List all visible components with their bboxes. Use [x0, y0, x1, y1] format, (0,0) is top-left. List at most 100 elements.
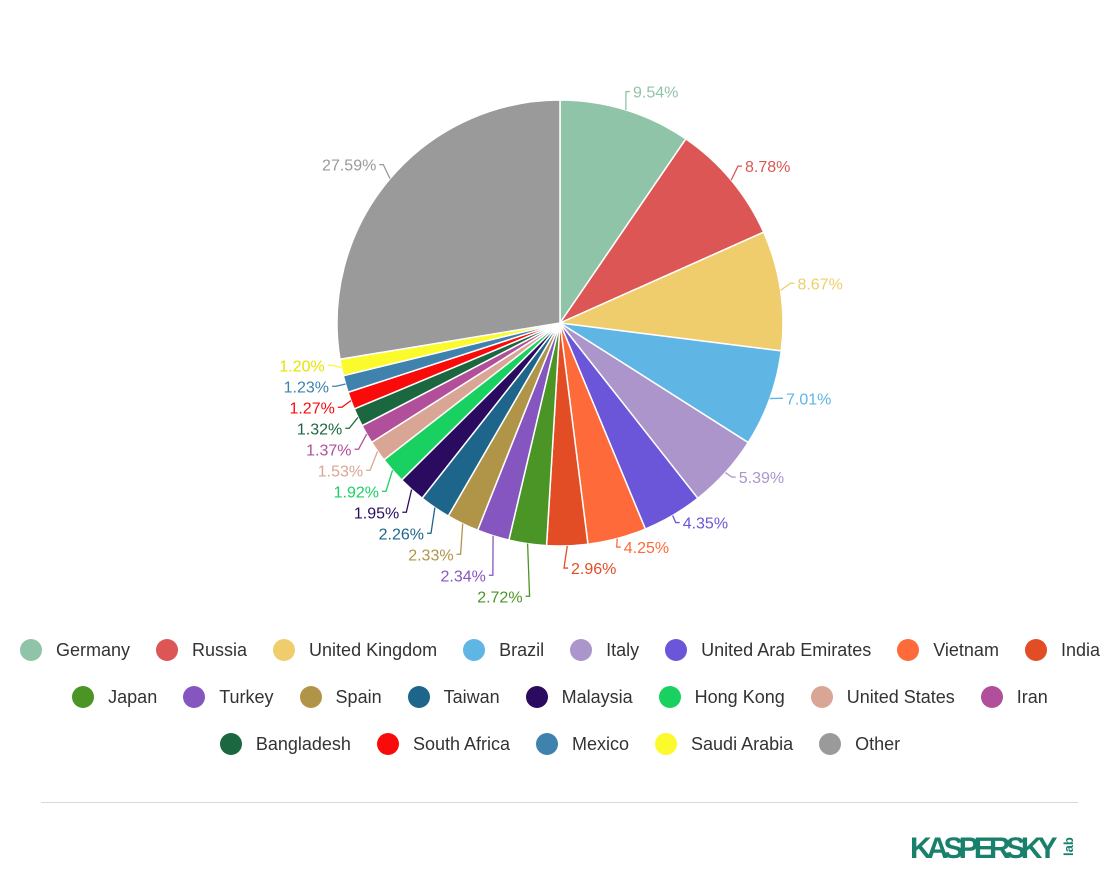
data-label-germany: 9.54%: [633, 85, 678, 102]
legend-item-mexico[interactable]: Mexico: [536, 733, 629, 755]
legend-swatch: [570, 639, 593, 661]
legend-label: Italy: [606, 639, 640, 660]
legend-item-brazil[interactable]: Brazil: [463, 639, 544, 661]
legend-item-germany[interactable]: Germany: [19, 639, 131, 661]
legend-label: Saudi Arabia: [691, 733, 794, 754]
data-label-bangladesh: 1.32%: [297, 421, 342, 438]
legend-swatch: [980, 686, 1003, 708]
data-label-united-arab-emirates: 4.35%: [683, 516, 728, 533]
label-connector-india: [563, 545, 568, 569]
data-label-other: 27.59%: [322, 158, 376, 175]
label-connector-malaysia: [402, 489, 413, 513]
legend-label: Hong Kong: [694, 686, 785, 707]
legend-item-united-states[interactable]: United States: [810, 686, 955, 708]
label-connector-taiwan: [427, 507, 436, 534]
legend-swatch: [219, 733, 242, 755]
label-connector-japan: [525, 543, 531, 597]
data-label-saudi-arabia: 1.20%: [279, 358, 324, 375]
legend-swatch: [376, 733, 399, 755]
legend-label: United Kingdom: [309, 639, 438, 660]
pie-chart: 9.54% 8.78% 8.67% 7.01% 5.39% 4.35% 4.25% 2.96%…: [279, 85, 842, 607]
data-label-spain: 2.33%: [408, 547, 453, 564]
legend-swatch: [156, 639, 179, 661]
legend-item-united-arab-emirates[interactable]: United Arab Emirates: [665, 639, 871, 661]
label-connector-spain: [456, 523, 464, 555]
legend-row: Bangladesh South Africa Mexico Saudi Arabia…: [0, 732, 1120, 756]
legend-item-taiwan[interactable]: Taiwan: [407, 686, 500, 708]
legend-label: Russia: [192, 639, 248, 660]
legend-swatch: [273, 639, 296, 661]
legend-label: Other: [855, 733, 901, 754]
label-connector-vietnam: [616, 538, 621, 548]
legend-label: Iran: [1016, 686, 1048, 707]
legend-item-south-africa[interactable]: South Africa: [376, 733, 511, 755]
label-connector-other: [379, 163, 391, 179]
data-label-united-states: 1.53%: [318, 463, 363, 480]
data-label-turkey: 2.34%: [441, 568, 486, 585]
data-label-russia: 8.78%: [745, 159, 790, 176]
legend-item-other[interactable]: Other: [819, 733, 900, 755]
label-connector-south-africa: [337, 400, 352, 408]
data-label-united-kingdom: 8.67%: [797, 276, 842, 293]
legend-swatch: [655, 733, 678, 755]
legend-item-bangladesh[interactable]: Bangladesh: [219, 733, 351, 755]
data-label-malaysia: 1.95%: [354, 505, 399, 522]
data-label-italy: 5.39%: [739, 470, 784, 487]
legend-item-spain[interactable]: Spain: [299, 686, 382, 708]
label-connector-iran: [354, 433, 368, 450]
label-connector-russia: [730, 165, 742, 181]
data-label-mexico: 1.23%: [284, 379, 329, 396]
legend-item-india[interactable]: India: [1024, 639, 1100, 661]
data-label-vietnam: 4.25%: [624, 540, 669, 557]
legend-item-russia[interactable]: Russia: [156, 639, 247, 661]
legend-row: Germany Russia United Kingdom Brazil Italy Un…: [0, 638, 1120, 662]
legend-item-united-kingdom[interactable]: United Kingdom: [273, 639, 437, 661]
legend-swatch: [1024, 639, 1047, 661]
pie-slice-germany: [559, 99, 687, 326]
label-connector-saudi-arabia: [327, 364, 342, 369]
legend-item-hong-kong[interactable]: Hong Kong: [658, 686, 785, 708]
legend-swatch: [810, 686, 833, 708]
legend-item-vietnam[interactable]: Vietnam: [897, 639, 999, 661]
data-label-japan: 2.72%: [477, 589, 522, 606]
legend-swatch: [658, 686, 681, 708]
legend-label: Malaysia: [561, 686, 633, 707]
data-label-iran: 1.37%: [306, 442, 351, 459]
legend-label: Turkey: [219, 686, 274, 707]
legend-label: Mexico: [572, 733, 630, 754]
svg-text:lab: lab: [1061, 837, 1076, 856]
label-connector-hong-kong: [382, 470, 394, 492]
label-connector-united-arab-emirates: [672, 515, 680, 524]
label-connector-turkey: [488, 535, 494, 576]
label-connector-germany: [625, 90, 630, 110]
legend-label: Spain: [335, 686, 382, 707]
data-label-hong-kong: 1.92%: [334, 484, 379, 501]
pie-slice-other: [336, 99, 561, 361]
legend-swatch: [665, 639, 688, 661]
legend-item-japan[interactable]: Japan: [72, 686, 157, 708]
legend-label: South Africa: [412, 733, 511, 754]
legend-label: Vietnam: [933, 639, 999, 660]
label-connector-bangladesh: [345, 416, 359, 429]
data-label-south-africa: 1.27%: [289, 400, 334, 417]
legend-swatch: [299, 686, 322, 708]
legend-item-iran[interactable]: Iran: [980, 686, 1048, 708]
legend-label: Germany: [55, 639, 131, 660]
label-connector-united-kingdom: [780, 282, 795, 291]
legend-label: Japan: [108, 686, 158, 707]
legend-label: United States: [846, 686, 955, 707]
legend-item-turkey[interactable]: Turkey: [183, 686, 274, 708]
data-label-brazil: 7.01%: [786, 391, 831, 408]
legend-label: Taiwan: [443, 686, 500, 707]
legend-swatch: [525, 686, 548, 708]
legend-swatch: [463, 639, 486, 661]
legend-swatch: [183, 686, 206, 708]
legend-item-saudi-arabia[interactable]: Saudi Arabia: [655, 733, 793, 755]
legend-item-italy[interactable]: Italy: [570, 639, 639, 661]
legend-row: Japan Turkey Spain Taiwan Malaysia Hong Kong U…: [0, 685, 1120, 709]
data-label-taiwan: 2.26%: [379, 526, 424, 543]
svg-text:KASPERSKY: KASPERSKY: [910, 832, 1058, 865]
legend-item-malaysia[interactable]: Malaysia: [525, 686, 633, 708]
legend-label: India: [1060, 639, 1100, 660]
legend-swatch: [19, 639, 42, 661]
